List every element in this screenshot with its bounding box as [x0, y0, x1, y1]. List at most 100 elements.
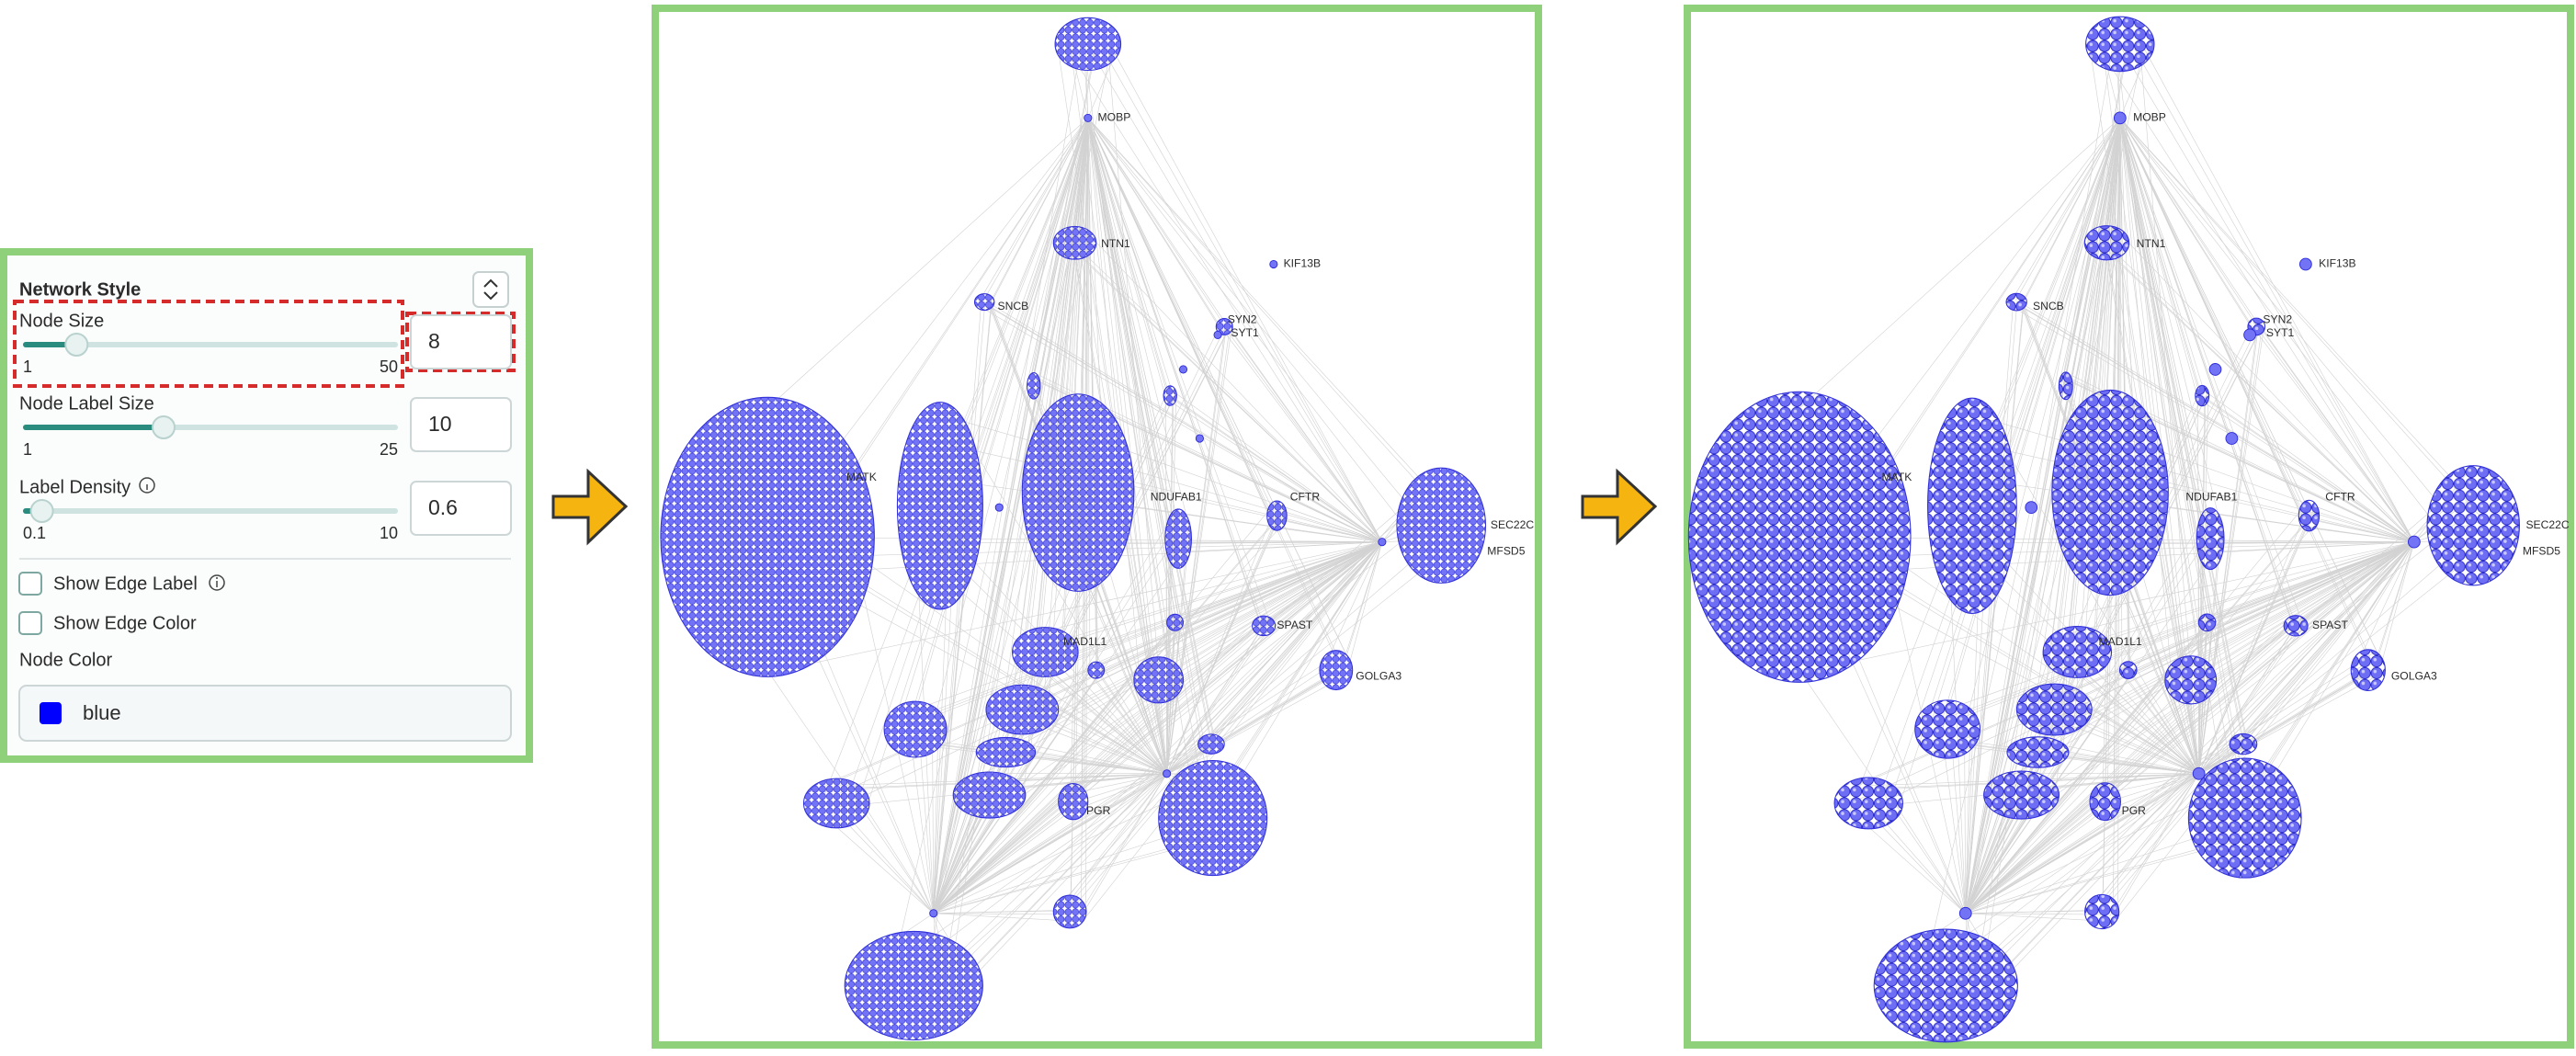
node-cluster[interactable] [952, 771, 1027, 819]
node[interactable] [2192, 766, 2206, 780]
node-cluster[interactable] [1833, 777, 1903, 830]
edge [1285, 511, 1382, 542]
node-cluster[interactable] [1266, 500, 1288, 531]
node[interactable] [929, 909, 938, 918]
node-cluster[interactable] [2084, 893, 2120, 930]
node-label: SYN2 [1228, 312, 1257, 325]
node-label: NTN1 [1101, 237, 1130, 250]
node-cluster[interactable] [2058, 371, 2073, 401]
edge [2206, 400, 2415, 542]
node-cluster[interactable] [1058, 782, 1089, 821]
node-cluster[interactable] [2197, 613, 2217, 632]
node-cluster[interactable] [2229, 732, 2258, 755]
node[interactable] [2225, 432, 2239, 445]
node-cluster[interactable] [2015, 683, 2093, 736]
edge [933, 737, 1220, 914]
node-cluster[interactable] [660, 396, 875, 677]
node-cluster[interactable] [2005, 292, 2027, 312]
node[interactable] [1378, 538, 1387, 547]
edge [1087, 118, 1261, 621]
node-cluster[interactable] [1054, 17, 1122, 72]
node-cluster[interactable] [1215, 317, 1233, 335]
node-cluster[interactable] [2118, 661, 2138, 679]
node-cluster[interactable] [1021, 393, 1135, 592]
node-cluster[interactable] [1914, 699, 1980, 759]
node-cluster[interactable] [2298, 499, 2321, 532]
slider-track[interactable] [23, 508, 398, 514]
node[interactable] [994, 503, 1004, 512]
node[interactable] [2025, 501, 2038, 515]
node[interactable] [1213, 330, 1222, 339]
node-cluster[interactable] [1319, 650, 1354, 691]
slider-thumb[interactable] [152, 415, 176, 439]
node-cluster[interactable] [1252, 615, 1277, 637]
node-cluster[interactable] [2164, 655, 2218, 705]
node-cluster[interactable] [1163, 385, 1177, 406]
node[interactable] [2407, 535, 2421, 549]
node-cluster[interactable] [1166, 613, 1185, 631]
node-cluster[interactable] [1396, 467, 1487, 584]
slider-thumb[interactable] [29, 499, 54, 523]
node[interactable] [1269, 259, 1278, 269]
checkbox[interactable] [18, 572, 42, 596]
edge [1965, 686, 2203, 914]
node-cluster[interactable] [1873, 928, 2018, 1043]
node[interactable] [2243, 328, 2256, 342]
number-input[interactable] [410, 481, 512, 536]
node-cluster[interactable] [802, 778, 870, 829]
node-cluster[interactable] [973, 293, 995, 312]
node-cluster[interactable] [975, 736, 1037, 768]
node-cluster[interactable] [1983, 770, 2060, 820]
node-cluster[interactable] [1027, 371, 1041, 400]
node-cluster[interactable] [2350, 649, 2386, 691]
node-cluster[interactable] [1687, 391, 1912, 683]
node-cluster[interactable] [985, 684, 1060, 735]
node[interactable] [2113, 111, 2127, 125]
node-cluster[interactable] [2085, 16, 2155, 73]
node-cluster[interactable] [1087, 661, 1106, 679]
node[interactable] [1178, 365, 1188, 374]
edge [1087, 118, 1225, 326]
node-cluster[interactable] [883, 700, 948, 758]
color-select[interactable] [18, 685, 512, 742]
node-cluster[interactable] [1133, 656, 1185, 704]
node[interactable] [2298, 257, 2312, 271]
node[interactable] [1195, 434, 1204, 443]
node[interactable] [1958, 906, 1972, 920]
node-cluster[interactable] [844, 930, 983, 1040]
node-cluster[interactable] [1052, 225, 1097, 260]
node-cluster[interactable] [2187, 757, 2302, 879]
node-cluster[interactable] [1158, 759, 1268, 877]
slider-track[interactable] [23, 342, 398, 347]
edge [1965, 515, 2447, 914]
edge [1984, 118, 2121, 456]
edge [1081, 773, 1167, 916]
node-cluster[interactable] [2196, 507, 2225, 571]
node-label: SYT1 [1231, 326, 1259, 339]
node-cluster[interactable] [1164, 508, 1193, 569]
node-cluster[interactable] [2426, 465, 2520, 586]
edge [2043, 541, 2415, 751]
node-cluster[interactable] [2195, 384, 2210, 407]
node-cluster[interactable] [2042, 626, 2113, 678]
node-cluster[interactable] [2006, 736, 2070, 768]
node-cluster[interactable] [1927, 397, 2017, 615]
node-cluster[interactable] [2089, 782, 2122, 822]
node-cluster[interactable] [1197, 733, 1225, 755]
node-cluster[interactable] [1052, 894, 1087, 929]
node[interactable] [1084, 113, 1093, 122]
node-cluster[interactable] [1012, 627, 1079, 677]
node-cluster[interactable] [2051, 389, 2169, 596]
node[interactable] [2208, 363, 2222, 376]
collapse-button[interactable] [472, 271, 509, 308]
node[interactable] [1163, 769, 1172, 778]
checkbox[interactable] [18, 611, 42, 635]
edge [1163, 397, 1383, 542]
edge [2119, 118, 2185, 674]
number-input[interactable] [410, 314, 512, 369]
node-cluster[interactable] [2283, 615, 2309, 637]
node-cluster[interactable] [896, 402, 983, 610]
number-input[interactable] [410, 397, 512, 452]
node-cluster[interactable] [2083, 225, 2130, 261]
slider-thumb[interactable] [64, 333, 89, 357]
